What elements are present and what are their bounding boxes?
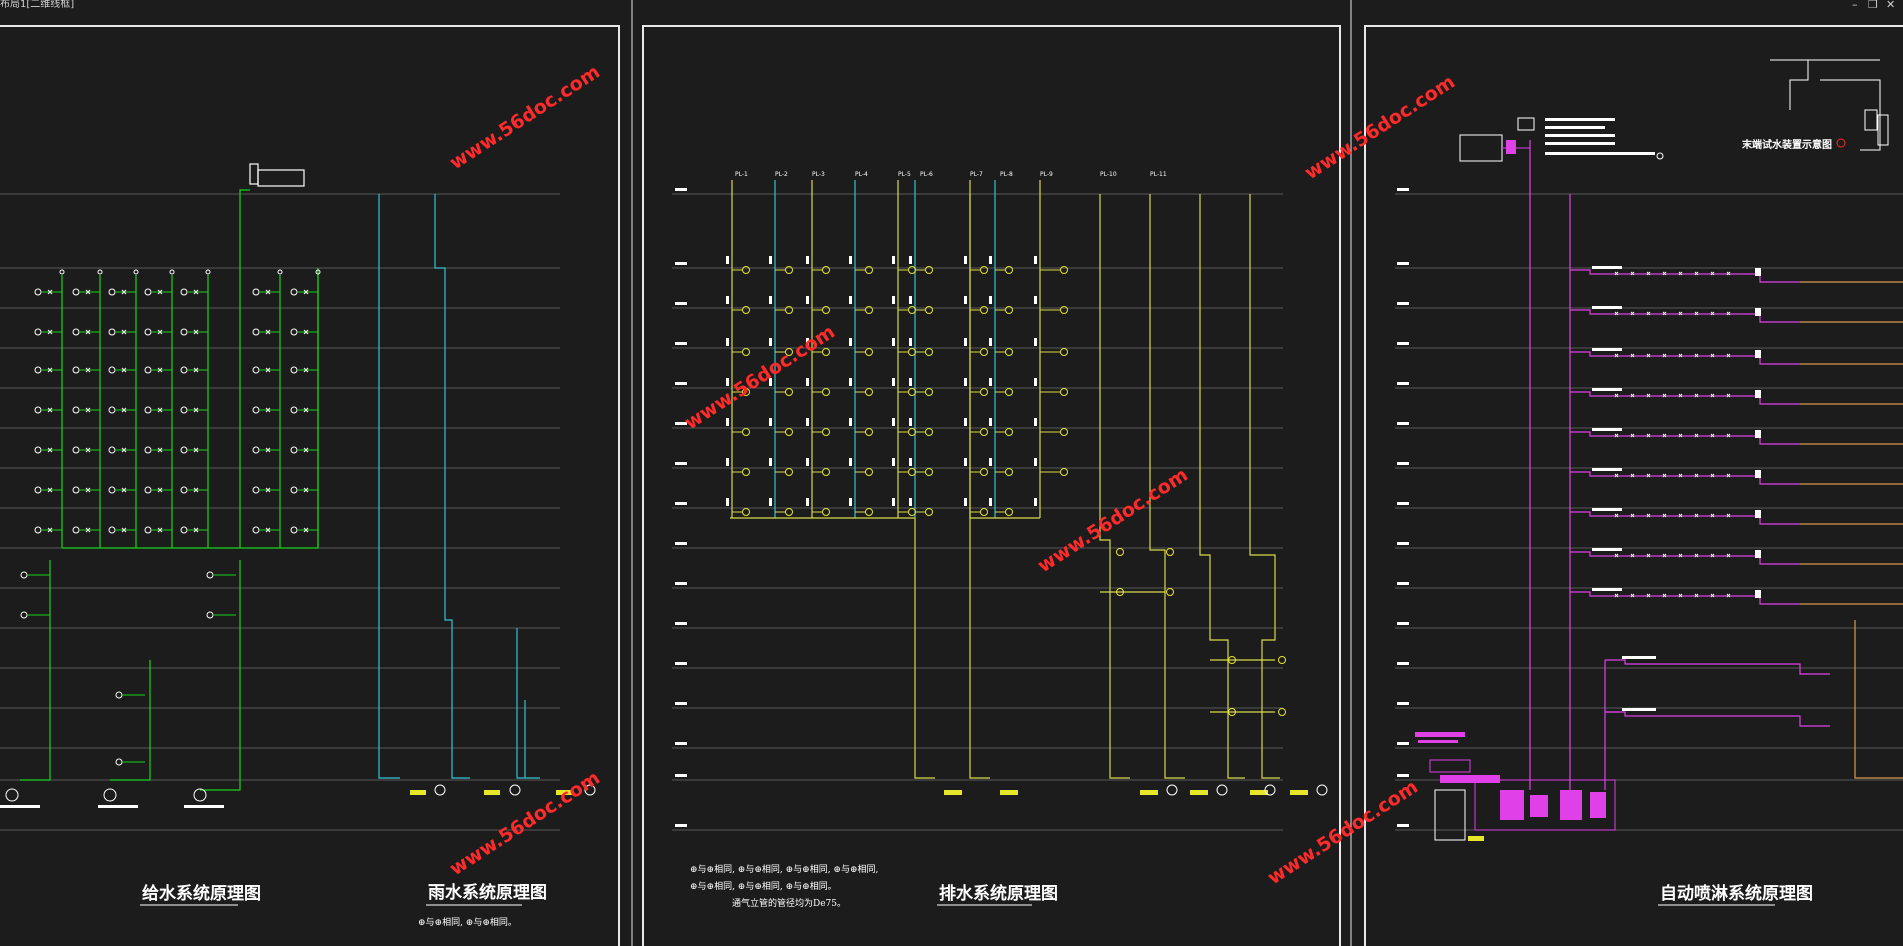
supply-branch	[110, 660, 151, 781]
outfall-labels	[0, 805, 224, 808]
inset-title: 末端试水装置示意图	[1742, 138, 1832, 151]
title-water-supply: 给水系统原理图	[142, 883, 261, 904]
floor-lines-drainage	[672, 188, 1283, 831]
panel-frame-supply	[0, 25, 620, 946]
pipe-label: PL-8	[1000, 171, 1013, 178]
rain-riser	[378, 194, 400, 779]
drain-pipe-labels: PL-1 PL-2 PL-3 PL-4 PL-5 PL-6 PL-7 PL-8 PL-9 PL-1…	[735, 171, 1167, 178]
pipe-label: PL-10	[1100, 171, 1117, 178]
pump-room	[1415, 732, 1616, 841]
supply-system	[20, 163, 319, 791]
pipe-label: PL-3	[812, 171, 825, 178]
pipe-label: PL-5	[898, 171, 911, 178]
drainage-note-2: ⊕与⊕相同, ⊕与⊕相同, ⊕与⊕相同。	[690, 880, 837, 892]
drain-risers	[731, 180, 1041, 518]
watermark: www.56doc.com	[1264, 776, 1422, 889]
note-rainwater: ⊕与⊕相同, ⊕与⊕相同。	[418, 916, 517, 928]
panel-frame-sprinkler	[1364, 25, 1903, 946]
pipe-label: PL-4	[855, 171, 868, 178]
rain-system	[378, 194, 540, 779]
panel-frame-drainage	[642, 25, 1341, 946]
drain-collector	[730, 194, 1280, 779]
pipe-label: PL-2	[775, 171, 788, 178]
drain-outfalls	[944, 790, 1308, 795]
minimize-button[interactable]: –	[1852, 0, 1858, 11]
watermark: www.56doc.com	[1034, 464, 1192, 577]
end-test-device-detail	[1770, 59, 1889, 151]
roof-water-tank	[1459, 117, 1664, 162]
sprinkler-branches	[1570, 266, 1903, 727]
pipe-label: PL-9	[1040, 171, 1053, 178]
pipe-label: PL-7	[970, 171, 983, 178]
rain-riser	[516, 628, 540, 779]
rain-riser	[434, 194, 470, 779]
watermark: www.56doc.com	[446, 767, 604, 880]
watermark: www.56doc.com	[681, 321, 839, 434]
supply-risers	[61, 275, 319, 548]
close-button[interactable]: ✕	[1886, 0, 1896, 11]
sprinkler-system	[1529, 140, 1620, 790]
floor-lines-sprinkler	[1395, 188, 1903, 831]
title-sprinkler: 自动喷淋系统原理图	[1660, 883, 1813, 904]
watermark: www.56doc.com	[1301, 71, 1459, 184]
supply-main-riser	[239, 189, 250, 548]
title-rainwater: 雨水系统原理图	[428, 882, 547, 903]
title-drainage: 排水系统原理图	[939, 883, 1058, 904]
rain-outfalls	[410, 790, 572, 795]
test-drain-pipes	[1854, 620, 1903, 779]
drain-wells	[1166, 784, 1328, 796]
valve-icon	[249, 163, 259, 185]
pipe-label: PL-1	[735, 171, 748, 178]
watermarks: www.56doc.com www.56doc.com www.56doc.co…	[446, 61, 1459, 889]
water-tank	[257, 169, 305, 187]
drainage-note-1: ⊕与⊕相同, ⊕与⊕相同, ⊕与⊕相同, ⊕与⊕相同,	[690, 863, 878, 875]
supply-main-loop	[62, 268, 319, 549]
drain-fixtures	[726, 256, 1286, 716]
inspection-wells	[5, 784, 596, 802]
watermark: www.56doc.com	[446, 61, 604, 174]
pipe-label: PL-6	[920, 171, 933, 178]
supply-fixtures	[20, 269, 321, 766]
supply-branch	[20, 560, 51, 781]
window-title: 布局1[二维线框]	[0, 0, 75, 10]
restore-button[interactable]: ❐	[1868, 0, 1878, 11]
pipe-label: PL-11	[1150, 171, 1167, 178]
drainage-note-3: 通气立管的管径均为De75。	[732, 897, 846, 909]
floor-lines-supply	[0, 193, 560, 831]
supply-branch	[200, 560, 241, 791]
